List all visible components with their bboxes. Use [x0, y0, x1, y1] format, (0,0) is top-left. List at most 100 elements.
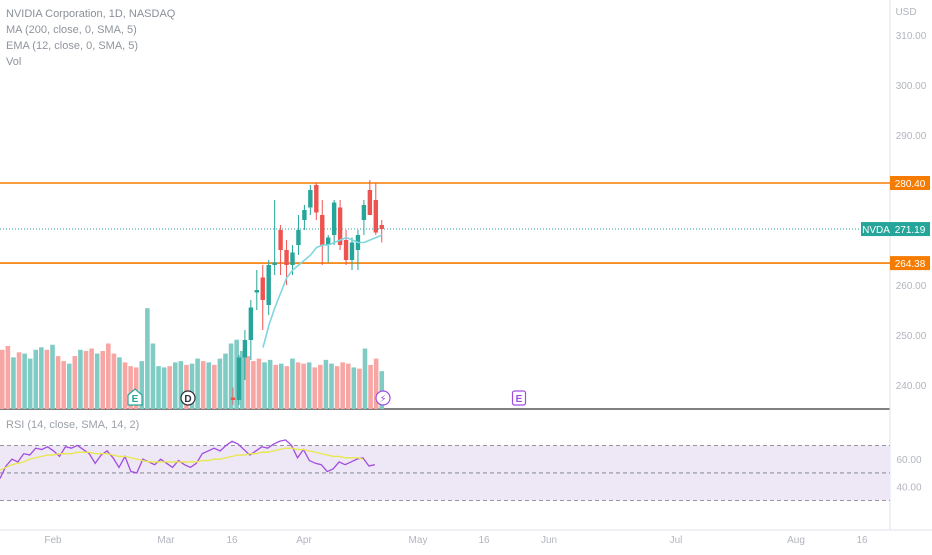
- volume-bar: [223, 353, 228, 409]
- candle-body: [373, 200, 378, 233]
- indicator-ma-label[interactable]: MA (200, close, 0, SMA, 5): [6, 24, 137, 36]
- volume-bar: [150, 343, 156, 409]
- volume-bar: [245, 356, 251, 409]
- volume-bar: [256, 358, 262, 409]
- event-markers: E D ⚡ E: [127, 388, 527, 406]
- time-tick-label: Feb: [44, 535, 62, 546]
- volume-bar: [345, 363, 351, 409]
- earnings-marker[interactable]: E: [127, 388, 143, 406]
- volume-bar: [239, 351, 245, 409]
- level-price-tag: [890, 256, 930, 271]
- time-tick-label: 16: [856, 535, 868, 546]
- marker-label: ⚡: [379, 394, 386, 405]
- candle-body: [230, 397, 236, 400]
- volume-bar: [5, 346, 11, 409]
- indicator-ema-label[interactable]: EMA (12, close, 0, SMA, 5): [6, 40, 139, 52]
- volume-bar: [217, 358, 223, 409]
- volume-bar: [357, 368, 362, 409]
- price-tick-label: 310.00: [896, 31, 927, 42]
- candle-body: [248, 307, 254, 340]
- candle-body: [331, 202, 337, 235]
- candle-body: [284, 250, 289, 265]
- volume-bar: [161, 367, 167, 409]
- time-tick-label: Jul: [670, 535, 683, 546]
- price-tick-label: 240.00: [896, 381, 927, 392]
- volume-bar: [368, 364, 373, 409]
- volume-bar: [251, 361, 256, 409]
- volume-bar: [295, 362, 301, 409]
- volume-bar: [329, 363, 334, 409]
- rsi-tick-label: 40.00: [896, 483, 921, 494]
- dividend-marker[interactable]: D: [180, 390, 196, 406]
- volume-bar: [284, 366, 290, 409]
- currency-label: USD: [895, 7, 916, 18]
- volume-bar: [323, 359, 329, 409]
- symbol-tag: [861, 222, 891, 237]
- candle-body: [278, 230, 283, 250]
- volume-bar: [106, 343, 111, 409]
- time-tick-label: 16: [478, 535, 490, 546]
- candle-body: [236, 357, 242, 400]
- volume-bar: [145, 308, 150, 409]
- volume-bar: [44, 349, 50, 409]
- candle-body: [266, 265, 271, 305]
- volume-bar: [33, 349, 39, 409]
- volume-bar: [351, 367, 357, 409]
- candle-body: [296, 230, 301, 245]
- volume-bar: [279, 363, 284, 409]
- volume-bar: [89, 348, 94, 409]
- rsi-line[interactable]: [0, 439, 375, 479]
- volume-bar: [16, 352, 22, 409]
- candle-body: [290, 252, 295, 265]
- volume-bar: [72, 356, 78, 409]
- split-marker[interactable]: ⚡: [375, 390, 391, 406]
- volume-bar: [100, 351, 106, 409]
- level-price-label: 280.40: [895, 179, 926, 190]
- price-tick-label: 260.00: [896, 281, 927, 292]
- volume-bar: [334, 366, 340, 409]
- volume-bar: [128, 366, 133, 409]
- volume-bar: [379, 371, 385, 409]
- candle-body: [349, 242, 355, 260]
- rsi-tick-label: 60.00: [896, 455, 921, 466]
- candle-body: [337, 207, 343, 245]
- chart-legend: NVIDIA Corporation, 1D, NASDAQ MA (200, …: [6, 6, 175, 70]
- upcoming-earnings-marker[interactable]: E: [511, 390, 527, 406]
- level-price-label: 264.38: [895, 259, 926, 270]
- marker-shape: [180, 390, 196, 406]
- candle-body: [326, 237, 331, 245]
- time-tick-label: May: [409, 535, 428, 546]
- volume-bar: [78, 349, 83, 409]
- candle-body: [242, 340, 248, 358]
- time-tick-label: Apr: [296, 535, 312, 546]
- ema-line[interactable]: [262, 234, 383, 348]
- marker-shape: [375, 390, 391, 406]
- volume-bar: [200, 361, 206, 409]
- rsi-legend[interactable]: RSI (14, close, SMA, 14, 2): [6, 419, 140, 431]
- indicator-volume-label[interactable]: Vol: [6, 56, 22, 68]
- candle-body: [302, 210, 307, 220]
- volume-bar: [0, 349, 5, 409]
- volume-bar: [178, 361, 184, 409]
- candlestick-series: [230, 180, 384, 405]
- rsi-pane: [0, 439, 890, 501]
- candle-body: [343, 240, 349, 260]
- volume-bar: [167, 366, 172, 409]
- symbol-title[interactable]: NVIDIA Corporation, 1D, NASDAQ: [6, 8, 176, 20]
- volume-bar: [83, 351, 89, 409]
- marker-shape: [511, 390, 527, 406]
- price-tick-label: 300.00: [896, 81, 927, 92]
- volume-bar: [206, 362, 212, 409]
- price-tick-label: 250.00: [896, 331, 927, 342]
- time-tick-label: Mar: [157, 535, 175, 546]
- marker-shape: [127, 388, 143, 406]
- candle-body: [361, 205, 367, 220]
- volume-bar: [122, 362, 128, 409]
- volume-bar: [195, 358, 200, 409]
- volume-bar: [66, 363, 72, 409]
- candle-body: [272, 262, 277, 265]
- candle-body: [379, 225, 384, 230]
- volume-bar: [273, 364, 278, 409]
